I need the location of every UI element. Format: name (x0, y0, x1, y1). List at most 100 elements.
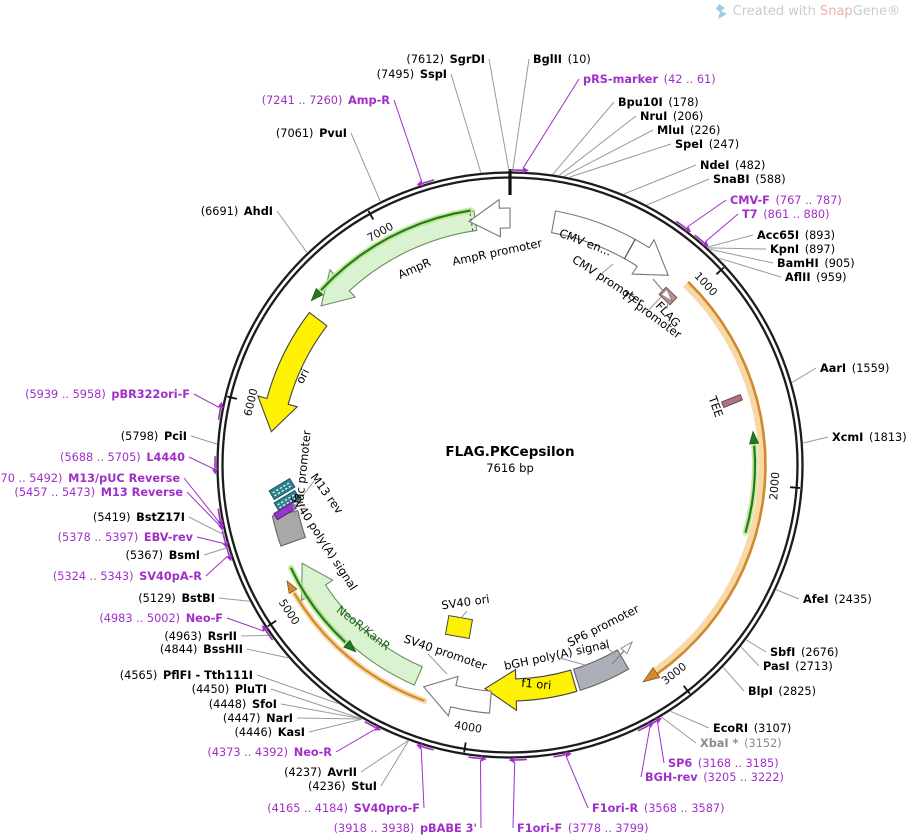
site-label-pbabe-3: (3918 .. 3938) pBABE 3' (334, 822, 477, 835)
watermark: Created with SnapGene® (715, 4, 900, 19)
primer-hook-head-neo-r (374, 724, 381, 731)
primer-hook-head-f1ori-f (508, 756, 515, 764)
site-leader-ebv-rev (196, 536, 224, 544)
tick-2000 (790, 486, 801, 489)
site-leader-bsshii (246, 648, 289, 659)
site-label-acc65i: Acc65I (893) (757, 229, 835, 242)
site-leader-snabi (646, 178, 710, 206)
site-label-ahdi: (6691) AhdI (201, 205, 273, 218)
feature-cmv-promoter (623, 238, 670, 276)
site-label-afei: AfeI (2435) (803, 593, 872, 606)
tick-6000 (226, 395, 238, 400)
site-label-m13-reverse: (5457 .. 5473) M13 Reverse (14, 486, 183, 499)
primer-hook-head-amp-r (416, 180, 424, 187)
m13-rev-box (273, 501, 297, 521)
primer-hook-head-bgh-rev (647, 722, 655, 729)
site-label-bsshii: (4844) BssHII (160, 643, 243, 656)
feature-leader-line (600, 640, 616, 656)
site-leader-pasi (740, 646, 760, 667)
site-leader-bpu10i (552, 101, 615, 175)
site-label-bstz17i: (5419) BstZ17I (93, 511, 185, 524)
feature-leader-line (599, 263, 614, 276)
site-leader-m13-puc-reverse (183, 477, 219, 522)
site-leader-aflii (718, 257, 782, 278)
site-label-bamhi: BamHI (905) (777, 257, 855, 270)
site-leader-ndei (623, 164, 697, 195)
site-leader-bglii (512, 58, 530, 172)
primer-hook-head-cmv-f (684, 225, 692, 233)
tick-label-6000: 6000 (241, 387, 260, 417)
feature-inner-gene-left2 (287, 564, 357, 653)
feature-leader-line (292, 502, 297, 518)
snapgene-flame-icon (715, 4, 727, 19)
site-label-sgrdi: (7612) SgrDI (406, 53, 485, 66)
feature-leader-line (293, 480, 315, 508)
primer-hook-head-m13-reverse (218, 524, 225, 531)
site-leader-nari (296, 717, 362, 720)
primer-hook-f1ori-r (553, 753, 566, 758)
site-label-pasi: PasI (2713) (763, 660, 833, 673)
site-leader-pluti (270, 688, 362, 720)
site-label-ndei: NdeI (482) (700, 159, 765, 172)
site-leader-pbabe-3 (480, 760, 482, 829)
feature-divider (469, 211, 474, 231)
site-leader-amp-r (393, 99, 423, 182)
primer-hook-t7 (694, 234, 705, 244)
site-leader-bstbi (218, 597, 250, 602)
site-leader-kasi (308, 718, 363, 733)
primer-hook-head-m13-puc-reverse (217, 520, 224, 527)
site-label-avrii: (4237) AvrII (284, 766, 357, 779)
feature-leader-line (666, 302, 669, 310)
primer-hook-head-pbr322ori-f (217, 401, 224, 409)
tick-label-4000: 4000 (453, 719, 483, 736)
site-leader-rsrii (240, 634, 271, 637)
site-label-bglii: BglII (10) (533, 53, 591, 66)
tick-1000 (715, 266, 725, 275)
site-label-kpni: KpnI (897) (770, 243, 835, 256)
site-leader-acc65i (707, 234, 754, 248)
tee-box (720, 393, 744, 409)
site-label-pvui: (7061) PvuI (276, 127, 347, 140)
feature-sv40-polya-box (271, 510, 307, 547)
primer-hook-head-ebv-rev (222, 542, 229, 549)
primer-hook-head-sv40pa-r (226, 554, 233, 562)
sv40-ori-box (444, 614, 474, 640)
site-leader-sspi (450, 73, 482, 173)
site-leader-blpi (722, 667, 745, 692)
site-leader-xcmi (803, 436, 829, 444)
site-leader-neo-r (335, 728, 375, 753)
site-label-bsmi: (5367) BsmI (125, 549, 200, 562)
site-leader-bamhi (709, 248, 774, 264)
primer-hook-head-l4440 (211, 468, 219, 475)
site-leader-pvui (350, 132, 381, 202)
tick-label-2000: 2000 (767, 471, 782, 500)
site-leader-f1ori-f (512, 761, 516, 829)
primer-hook-bgh-rev (637, 724, 650, 732)
site-label-sv40pa-r: (5324 .. 5343) SV40pA-R (53, 570, 202, 583)
watermark-text: Created with SnapGene® (732, 4, 900, 19)
primer-hook-head-pbabe-3 (480, 755, 487, 762)
site-leader-sv40pro-f (420, 748, 425, 809)
site-leader-prs-marker (522, 78, 580, 169)
site-leader-sfoi (280, 703, 362, 720)
site-label-nari: (4447) NarI (223, 712, 293, 725)
primer-hook-head-t7 (702, 240, 709, 247)
site-label-snabi: SnaBI (588) (713, 173, 786, 186)
site-label-f1ori-r: F1ori-R (3568 .. 3587) (592, 802, 725, 815)
site-label-mlui: MluI (226) (657, 124, 720, 137)
feature-inner-gene-right (742, 430, 760, 536)
sp6-promoter-arrow (611, 640, 634, 665)
site-label-sp6: SP6 (3168 .. 3185) (668, 757, 779, 770)
site-leader-sp6 (657, 722, 665, 764)
site-label-sv40pro-f: (4165 .. 4184) SV40pro-F (267, 802, 420, 815)
site-leader-afei (776, 589, 800, 600)
site-label-ebv-rev: (5378 .. 5397) EBV-rev (58, 531, 194, 544)
primer-hook-neo-r (364, 721, 376, 729)
feature-sv40-promoter (422, 675, 492, 718)
primer-hook-f1ori-f (514, 758, 528, 761)
site-leader-bstz17i (188, 516, 225, 536)
primer-hook-sv40pro-f (421, 745, 434, 751)
primer-hook-ebv-rev (221, 530, 227, 544)
site-label-stui: (4236) StuI (308, 780, 377, 793)
